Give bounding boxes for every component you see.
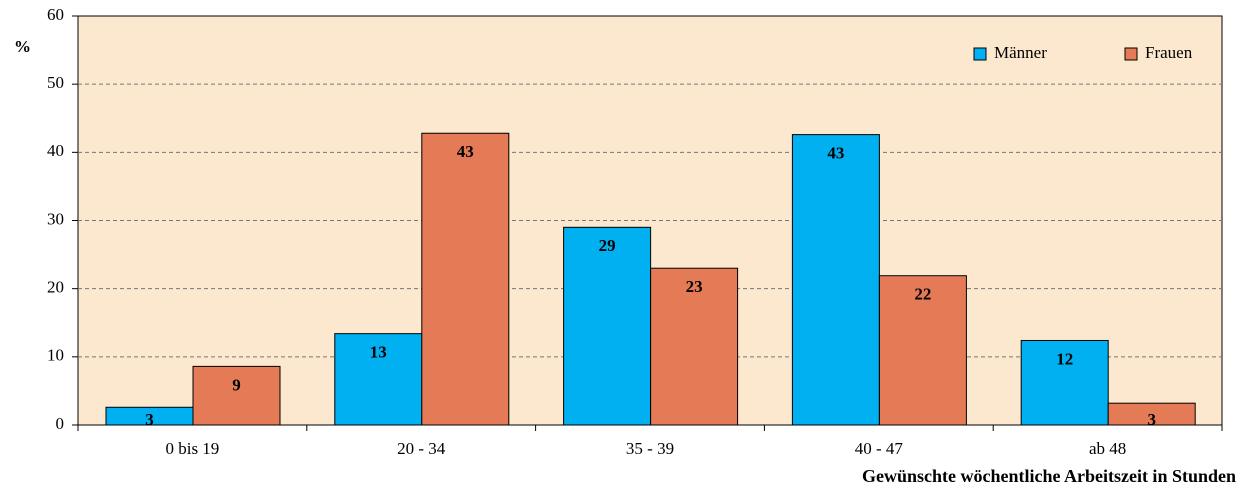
bar [192,365,281,426]
x-tick-label: ab 48 [1089,439,1126,458]
data-label: 3 [145,410,154,429]
data-label: 9 [232,375,241,394]
y-tick-label: 40 [47,141,64,160]
legend-swatch [1124,47,1138,61]
bar [1107,402,1196,426]
bar [878,275,967,426]
data-label: 43 [457,142,474,161]
y-tick-label: 60 [47,5,64,24]
data-label: 13 [370,343,387,362]
x-axis-label: Gewünschte wöchentliche Arbeitszeit in S… [862,466,1236,486]
bar [563,226,652,426]
bar [1020,339,1109,426]
data-label: 29 [599,236,616,255]
x-tick-label: 20 - 34 [397,439,446,458]
bar [650,267,739,426]
legend-label: Frauen [1145,43,1193,62]
y-tick-label: 50 [47,73,64,92]
y-tick-label: 10 [47,346,64,365]
y-tick-label: 30 [47,209,64,228]
legend-label: Männer [994,43,1047,62]
data-label: 23 [686,277,703,296]
bar [791,134,880,426]
data-label: 22 [914,285,931,304]
x-tick-label: 35 - 39 [626,439,674,458]
y-tick-label: 20 [47,278,64,297]
data-label: 43 [827,144,844,163]
y-axis-label: % [14,37,31,56]
legend-swatch [973,47,987,61]
bar [334,333,423,426]
data-label: 12 [1056,349,1073,368]
x-tick-label: 0 bis 19 [165,439,219,458]
x-tick-label: 40 - 47 [855,439,904,458]
y-tick-label: 0 [56,414,65,433]
data-label: 3 [1147,410,1156,429]
bar [421,132,510,426]
